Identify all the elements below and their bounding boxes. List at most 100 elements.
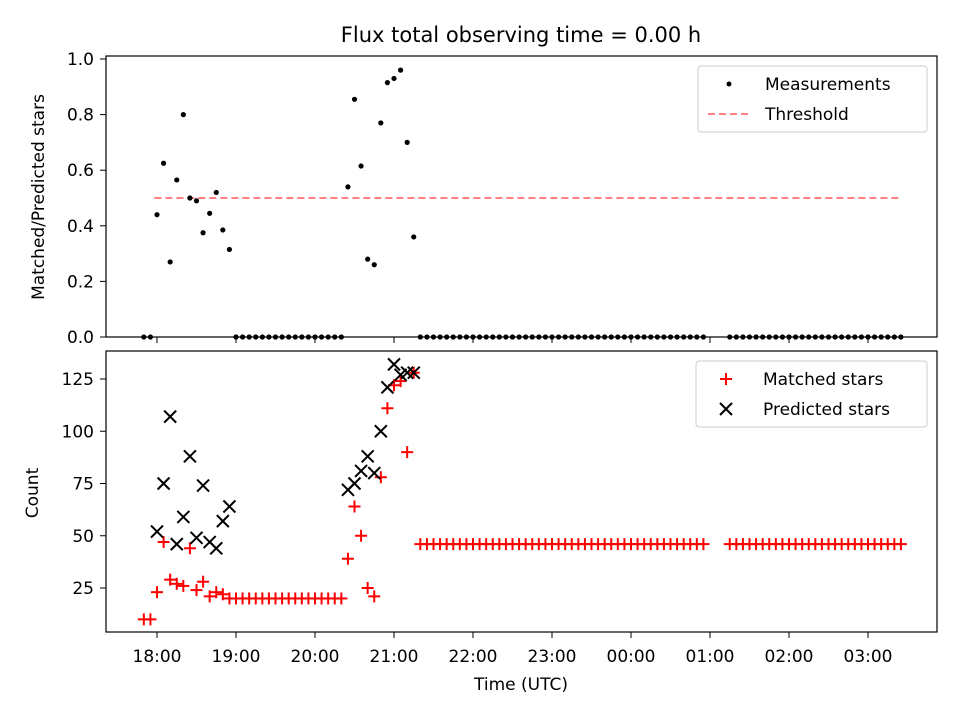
predicted-star-point xyxy=(216,514,230,528)
predicted-star-point xyxy=(209,541,223,555)
matched-star-point xyxy=(177,579,190,592)
legend-measurements-marker xyxy=(726,81,732,87)
matched-star-point xyxy=(401,446,414,459)
matched-star-point xyxy=(894,538,907,551)
matched-star-point xyxy=(151,586,163,599)
predicted-star-point xyxy=(354,464,368,478)
legend-predicted-marker xyxy=(719,402,733,416)
measurement-point xyxy=(371,262,377,268)
predicted-star-point xyxy=(163,409,177,424)
matched-star-point xyxy=(164,573,177,586)
top-axes-frame xyxy=(105,55,938,338)
top-legend-box xyxy=(697,65,928,133)
bottom-y-tick-label: 100 xyxy=(62,422,94,442)
matched-star-point xyxy=(341,552,354,565)
predicted-star-point xyxy=(407,366,421,380)
predicted-star-point xyxy=(360,449,375,464)
x-tick-label: 18:00 xyxy=(133,647,182,667)
bottom-y-ticks: 25 50 75 100 125 xyxy=(62,370,106,599)
chart-title: Flux total observing time = 0.00 h xyxy=(341,23,701,47)
x-tick-label: 03:00 xyxy=(844,647,893,667)
predicted-star-point xyxy=(400,366,414,380)
legend-predicted-label: Predicted stars xyxy=(763,400,890,420)
bottom-plot-area xyxy=(137,357,907,626)
measurement-point xyxy=(226,246,233,253)
measurement-point xyxy=(365,256,371,262)
measurement-point xyxy=(397,67,404,73)
measurement-point xyxy=(167,259,173,265)
top-y-tick-label: 0.0 xyxy=(67,328,94,348)
top-y-tick-label: 0.8 xyxy=(67,106,94,126)
bottom-y-axis-label: Count xyxy=(23,467,43,518)
matched-star-point xyxy=(381,402,394,415)
top-y-tick-label: 0.2 xyxy=(67,272,94,292)
predicted-star-point xyxy=(347,476,362,491)
matched-star-point xyxy=(170,577,183,590)
matched-star-point xyxy=(203,590,216,603)
predicted-star-point xyxy=(196,478,210,493)
x-tick-label: 00:00 xyxy=(607,647,656,667)
legend-matched-marker xyxy=(720,373,732,385)
x-tick-label: 20:00 xyxy=(291,647,340,667)
measurement-point xyxy=(187,195,193,201)
measurement-point xyxy=(220,227,226,233)
matched-star-point xyxy=(355,529,368,542)
matched-star-point xyxy=(697,538,710,551)
x-tick-label: 21:00 xyxy=(370,647,419,667)
x-tick-label: 22:00 xyxy=(449,647,498,667)
x-tick-label: 02:00 xyxy=(765,647,814,667)
predicted-star-point xyxy=(170,537,184,551)
matched-star-point xyxy=(361,582,374,594)
bottom-y-tick-label: 125 xyxy=(62,370,94,390)
predicted-star-point xyxy=(176,510,191,524)
measurement-point xyxy=(193,198,200,204)
matched-star-point xyxy=(368,590,381,603)
matched-star-point xyxy=(216,588,229,601)
bottom-y-tick-label: 25 xyxy=(72,579,94,599)
predicted-star-point xyxy=(222,499,237,514)
legend-threshold-label: Threshold xyxy=(764,105,849,125)
measurement-point xyxy=(351,96,358,102)
legend-matched-label: Matched stars xyxy=(763,370,883,390)
bottom-axes-frame xyxy=(105,350,938,633)
predicted-star-point xyxy=(156,476,171,491)
bottom-legend-box xyxy=(695,360,928,428)
matched-star-point xyxy=(157,536,170,549)
measurement-point xyxy=(391,75,397,82)
bottom-panel: 25 50 75 100 125 18:00 19:00 20:00 21:00 22:00 23… xyxy=(23,350,938,695)
predicted-star-point xyxy=(380,380,395,395)
top-y-axis-label: Matched/Predicted stars xyxy=(29,94,49,300)
predicted-star-point xyxy=(189,531,204,545)
matched-star-point xyxy=(183,542,196,555)
predicted-star-point xyxy=(367,466,381,480)
x-tick-label: 01:00 xyxy=(686,647,735,667)
measurement-point xyxy=(174,177,180,183)
measurement-point xyxy=(180,112,186,118)
matched-star-point xyxy=(335,592,348,605)
measurement-point xyxy=(345,184,351,190)
measurement-point xyxy=(160,160,167,166)
bottom-legend: Matched stars Predicted stars xyxy=(695,360,928,428)
matched-star-point xyxy=(210,586,223,599)
x-tick-label: 19:00 xyxy=(212,647,261,667)
measurement-point xyxy=(207,210,213,216)
predicted-star-point xyxy=(183,449,197,464)
matched-star-point xyxy=(190,584,203,597)
matched-star-point xyxy=(374,471,387,484)
top-x-ticks xyxy=(156,337,869,343)
top-panel: 0.0 0.2 0.4 0.6 0.8 1.0 Matched/Predicted sta… xyxy=(29,50,938,348)
top-y-ticks: 0.0 0.2 0.4 0.6 0.8 1.0 xyxy=(67,50,106,348)
predicted-star-point xyxy=(150,524,164,539)
top-y-tick-label: 1.0 xyxy=(67,50,94,70)
measurement-point xyxy=(213,189,219,196)
legend-measurements-label: Measurements xyxy=(765,75,891,95)
x-axis-label: Time (UTC) xyxy=(473,675,568,695)
measurement-point xyxy=(378,120,384,126)
predicted-star-point xyxy=(374,424,388,438)
top-legend: Measurements Threshold xyxy=(697,65,928,133)
measurement-point xyxy=(384,80,391,86)
matched-star-point xyxy=(197,575,210,588)
bottom-x-ticks: 18:00 19:00 20:00 21:00 22:00 23:00 00:00 01:00… xyxy=(133,632,893,667)
matched-star-point xyxy=(394,375,407,388)
